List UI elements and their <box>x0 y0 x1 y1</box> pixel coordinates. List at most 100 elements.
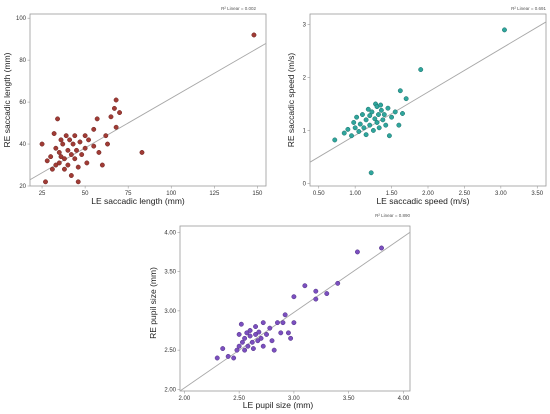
data-point <box>247 333 253 339</box>
data-point <box>253 324 259 330</box>
data-point <box>386 133 392 139</box>
data-point <box>379 245 384 251</box>
y-tick-label: 1 <box>303 128 307 134</box>
x-tick-label: 2.00 <box>179 396 191 402</box>
data-point <box>264 331 269 337</box>
x-axis-label: LE saccadic speed (m/s) <box>376 196 469 206</box>
y-tick-label: 2.00 <box>164 387 176 393</box>
data-point <box>278 330 284 336</box>
data-point <box>285 330 291 336</box>
data-point <box>250 346 256 352</box>
data-point <box>367 122 373 128</box>
y-tick-label: 3 <box>303 23 307 29</box>
y-tick-label: 80 <box>19 58 26 64</box>
data-point <box>374 120 380 125</box>
data-point <box>418 67 424 73</box>
data-point <box>302 283 308 289</box>
data-point <box>62 156 67 162</box>
scatter-chart-saccadic-speed: R² Linear = 0.691 LE saccadic speed (m/s… <box>286 6 547 206</box>
x-tick-label: 1.50 <box>386 191 398 197</box>
data-point <box>77 139 83 145</box>
data-point <box>103 133 109 139</box>
data-point <box>271 347 277 353</box>
data-point <box>55 116 61 122</box>
data-point <box>396 122 402 128</box>
data-point <box>352 125 358 131</box>
data-point <box>260 320 266 326</box>
data-point <box>282 312 288 318</box>
x-tick-label: 4.00 <box>398 396 410 402</box>
y-axis-label: RE saccadic speed (m/s) <box>286 53 296 148</box>
data-point <box>255 338 261 344</box>
data-point <box>356 129 362 134</box>
data-point <box>383 122 389 128</box>
data-point <box>113 97 119 103</box>
data-point <box>345 126 351 132</box>
data-point <box>258 335 264 341</box>
data-point <box>56 160 62 166</box>
data-point <box>65 162 71 168</box>
data-point <box>75 164 81 170</box>
data-point <box>39 141 45 147</box>
data-point <box>376 125 382 131</box>
x-tick-label: 1.00 <box>349 191 361 197</box>
data-point <box>111 105 117 111</box>
data-point <box>242 347 248 353</box>
data-point <box>291 320 297 326</box>
scatter-chart-pupil-size: R² Linear = 0.890 LE pupil size (mm) RE … <box>148 213 411 410</box>
data-point <box>368 170 374 176</box>
data-point <box>381 112 387 118</box>
data-point <box>68 152 74 157</box>
data-point <box>70 141 76 147</box>
x-tick-label: 3.50 <box>531 191 543 197</box>
data-point <box>44 158 50 164</box>
data-point <box>245 343 251 349</box>
x-tick-label: 3.50 <box>343 396 355 402</box>
y-tick-label: 4.00 <box>164 230 176 236</box>
data-point <box>56 149 62 155</box>
data-point <box>361 125 367 131</box>
data-point <box>231 355 237 361</box>
data-point <box>324 291 330 297</box>
data-point <box>68 173 74 178</box>
data-point <box>359 112 365 118</box>
data-point <box>74 147 79 153</box>
data-point <box>251 32 257 38</box>
r2-label: R² Linear = 0.002 <box>221 6 256 11</box>
data-point <box>256 329 262 335</box>
data-point <box>249 339 255 345</box>
y-tick-label: 100 <box>16 16 27 22</box>
data-point <box>63 133 69 139</box>
data-point <box>139 149 145 155</box>
data-point <box>53 145 59 151</box>
y-tick-label: 3.00 <box>164 309 176 315</box>
y-tick-label: 2 <box>303 76 307 82</box>
x-tick-label: 50 <box>82 191 89 197</box>
data-point <box>43 179 48 185</box>
data-point <box>236 343 242 349</box>
data-point <box>392 109 398 115</box>
data-point <box>291 294 297 300</box>
plot-frame <box>179 225 411 392</box>
data-point <box>113 124 119 130</box>
data-point <box>351 120 357 125</box>
data-point <box>79 152 85 157</box>
data-point <box>105 141 110 147</box>
data-point <box>84 160 90 166</box>
fit-line <box>309 21 547 163</box>
data-point <box>365 106 371 112</box>
data-point <box>403 96 409 102</box>
y-tick-label: 3.50 <box>164 270 176 276</box>
data-point <box>313 296 319 302</box>
data-point <box>96 149 102 155</box>
data-point <box>354 114 360 120</box>
data-point <box>385 105 391 111</box>
data-point <box>244 330 250 336</box>
y-axis-label: RE saccadic length (mm) <box>2 52 12 147</box>
data-point <box>65 147 71 153</box>
data-point <box>313 288 319 294</box>
y-axis-label: RE pupil size (mm) <box>148 267 158 339</box>
data-point <box>389 114 395 120</box>
data-point <box>372 116 378 122</box>
data-point <box>48 154 54 160</box>
